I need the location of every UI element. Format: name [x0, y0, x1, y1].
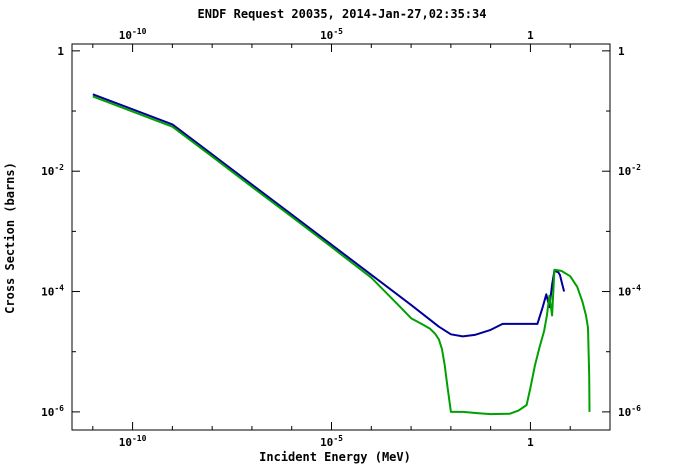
plot-frame	[71, 43, 611, 431]
y-tick-label-left: 10-4	[41, 284, 64, 299]
y-tick-label-right: 10-2	[618, 163, 641, 178]
y-tick-label-right: 10-6	[618, 404, 641, 419]
x-tick-label-bottom: 10-10	[119, 434, 147, 449]
y-axis-label: Cross Section (barns)	[3, 162, 17, 314]
x-tick-label-top: 1	[527, 29, 534, 42]
series-layer	[92, 93, 591, 416]
y-tick-label-right: 1	[618, 45, 625, 58]
series-line-2	[92, 95, 591, 416]
x-tick-label-top: 10-10	[119, 27, 147, 42]
chart-title: ENDF Request 20035, 2014-Jan-27,02:35:34	[198, 7, 487, 21]
x-tick-label-top: 10-5	[320, 27, 343, 42]
y-tick-label-left: 1	[57, 45, 64, 58]
tick-marks	[72, 44, 611, 430]
x-tick-label-bottom: 10-5	[320, 434, 343, 449]
y-tick-label-left: 10-2	[41, 163, 64, 178]
tick-labels: 10-10 10-10 10-5 10-5 1 1 1 1 10-2 10-2 10-4 10-4 10…	[41, 27, 641, 449]
y-tick-label-right: 10-4	[618, 284, 641, 299]
x-axis-label: Incident Energy (MeV)	[259, 450, 411, 464]
x-tick-label-bottom: 1	[527, 436, 534, 449]
series-line-1	[92, 93, 566, 338]
y-tick-label-left: 10-6	[41, 404, 64, 419]
